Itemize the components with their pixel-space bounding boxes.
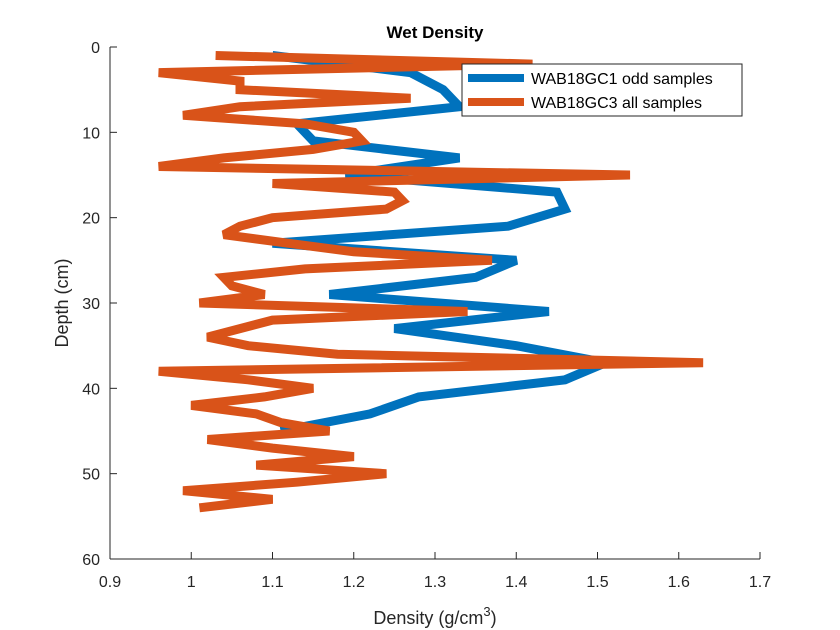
x-tick-label: 1.4: [505, 574, 527, 591]
y-ticks: 0 10 20 30 40 50 60: [82, 40, 117, 569]
x-tick-label: 1.5: [586, 574, 608, 591]
y-tick-label: 60: [82, 552, 100, 569]
series-line-2: [158, 51, 704, 513]
legend-label-series-2: WAB18GC3 all samples: [531, 95, 702, 112]
y-tick-label: 40: [82, 381, 100, 398]
chart-title: Wet Density: [387, 23, 485, 42]
x-axis-label-suffix: ): [491, 608, 497, 628]
y-tick-label: 20: [82, 211, 100, 228]
x-tick-label: 0.9: [99, 574, 121, 591]
x-ticks: 0.9 1 1.1 1.2 1.3 1.4 1.5 1.6 1.7: [99, 552, 771, 591]
legend-box: [461, 63, 743, 117]
series-layer: [158, 51, 704, 513]
x-tick-label: 1.3: [424, 574, 446, 591]
y-tick-label: 30: [82, 296, 100, 313]
x-tick-label: 1: [187, 574, 196, 591]
x-tick-label: 1.2: [343, 574, 365, 591]
legend: WAB18GC1 odd samples WAB18GC3 all sample…: [461, 63, 743, 117]
x-axis-label-superscript: 3: [483, 604, 490, 619]
y-axis-label: Depth (cm): [52, 258, 72, 347]
x-tick-label: 1.6: [668, 574, 690, 591]
x-tick-label: 1.7: [749, 574, 771, 591]
y-tick-label: 0: [91, 40, 100, 57]
x-axis-label-main: Density (g/cm: [373, 608, 483, 628]
x-tick-label: 1.1: [261, 574, 283, 591]
x-axis-label: Density (g/cm3): [373, 604, 496, 628]
legend-label-series-1: WAB18GC1 odd samples: [531, 71, 713, 88]
y-tick-label: 50: [82, 467, 100, 484]
y-tick-label: 10: [82, 125, 100, 142]
